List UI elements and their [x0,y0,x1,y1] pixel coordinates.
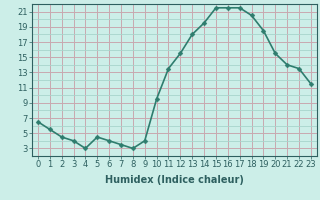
X-axis label: Humidex (Indice chaleur): Humidex (Indice chaleur) [105,175,244,185]
